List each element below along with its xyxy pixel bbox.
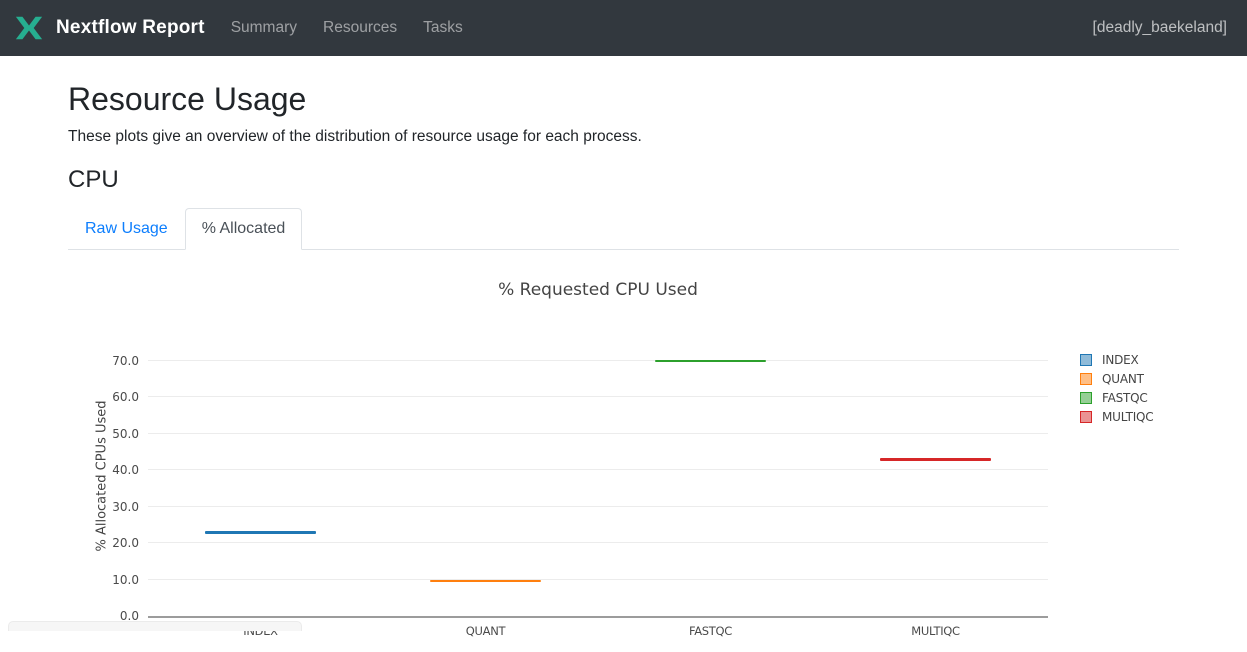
x-axis-category-label: MULTIQC (911, 624, 960, 638)
legend-item-index[interactable]: INDEX (1080, 350, 1153, 369)
box-plot-multiqc[interactable] (880, 458, 991, 461)
y-tick-label: 60.0 (112, 390, 139, 405)
legend-label: MULTIQC (1102, 409, 1154, 424)
legend-label: FASTQC (1102, 390, 1148, 405)
box-plot-index[interactable] (205, 531, 316, 534)
nextflow-logo-icon (15, 16, 43, 40)
legend-item-quant[interactable]: QUANT (1080, 369, 1153, 388)
page-title: Resource Usage (68, 81, 307, 117)
app-header: Nextflow Report Summary Resources Tasks … (0, 0, 1247, 56)
legend-marker-multiqc (1080, 410, 1092, 423)
y-tick-label: 0.0 (119, 609, 139, 623)
gridline (148, 396, 1048, 398)
y-tick-label: 50.0 (112, 426, 139, 441)
legend-label: QUANT (1102, 371, 1144, 386)
section-title-cpu: CPU (68, 166, 119, 193)
header-nav: Summary Resources Tasks (231, 19, 463, 37)
cpu-allocated-chart: % Requested CPU Used % Allocated CPUs Us… (68, 250, 1179, 652)
gridline (148, 469, 1048, 471)
y-tick-label: 40.0 (112, 463, 139, 478)
legend-item-multiqc[interactable]: MULTIQC (1080, 407, 1154, 426)
run-name: [deadly_baekeland] (1092, 19, 1227, 36)
gridline (148, 505, 1048, 507)
gridline (148, 578, 1048, 580)
cpu-tabs: Raw Usage % Allocated (68, 208, 1179, 250)
chart-legend: INDEX QUANT FASTQC MULTIQC (1080, 350, 1154, 426)
gridline (148, 542, 1048, 544)
y-tick-label: 20.0 (112, 536, 139, 551)
y-axis-label: % Allocated CPUs Used (94, 400, 110, 552)
gridline (148, 432, 1048, 434)
legend-marker-quant (1080, 372, 1092, 385)
brand-title[interactable]: Nextflow Report (56, 17, 205, 38)
main-content: Resource Usage These plots give an overv… (68, 81, 1179, 652)
legend-label: INDEX (1102, 352, 1139, 367)
nav-tasks[interactable]: Tasks (423, 19, 463, 36)
box-plot-fastqc[interactable] (655, 359, 766, 363)
nav-summary[interactable]: Summary (230, 19, 298, 36)
x-axis-category-label: FASTQC (688, 624, 733, 638)
legend-marker-index (1080, 353, 1092, 366)
chart-title: % Requested CPU Used (498, 280, 698, 300)
tab-raw-usage[interactable]: Raw Usage (85, 220, 168, 237)
nav-resources[interactable]: Resources (323, 19, 398, 36)
legend-marker-fastqc (1080, 391, 1092, 404)
gridline (148, 359, 1048, 361)
status-bubble (8, 621, 302, 631)
tab-percent-allocated[interactable]: % Allocated (184, 208, 303, 250)
plot-area[interactable]: % Allocated CPUs Used 0.0 10.0 20.0 30.0 40.… (95, 336, 1048, 638)
y-tick-label: 30.0 (112, 499, 139, 514)
box-plot-quant[interactable] (430, 579, 541, 583)
page-description: These plots give an overview of the dist… (68, 128, 642, 145)
legend-item-fastqc[interactable]: FASTQC (1080, 388, 1153, 407)
y-tick-label: 70.0 (112, 353, 139, 368)
x-axis-category-label: QUANT (465, 624, 506, 638)
y-tick-label: 10.0 (112, 572, 139, 587)
